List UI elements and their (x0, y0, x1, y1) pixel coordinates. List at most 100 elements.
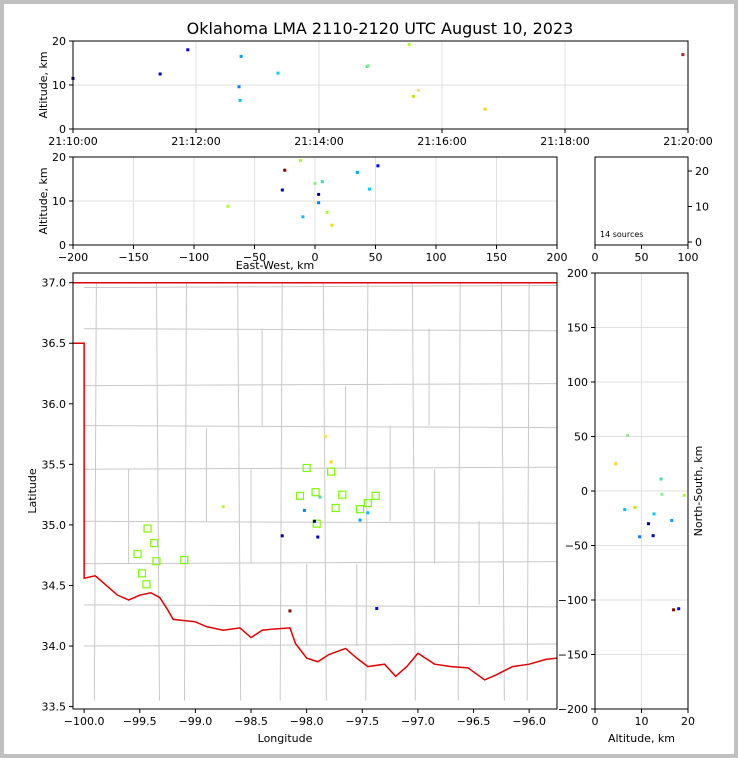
x-tick-label: 21:18:00 (540, 135, 589, 148)
figure-canvas: Oklahoma LMA 2110-2120 UTC August 10, 20… (4, 4, 734, 754)
source-point (325, 210, 329, 214)
source-count-label: 14 sources (600, 230, 643, 239)
lma-station-marker (133, 549, 142, 559)
source-point (633, 505, 637, 509)
y-tick-label: 34.0 (42, 640, 67, 653)
time-altitude-panel: 21:10:00 21:12:00 21:14:00 21:16:00 21:18:00… (37, 35, 713, 148)
county-boundary (237, 282, 242, 701)
lma-station-marker (371, 491, 380, 500)
county-boundary (84, 383, 557, 387)
y-tick-label: 150 (567, 322, 588, 335)
lma-station-marker (137, 569, 147, 578)
source-point (623, 508, 627, 512)
map-layer (73, 281, 557, 701)
y-tick-label: 100 (567, 376, 588, 389)
source-point (280, 188, 284, 192)
source-point (672, 608, 676, 612)
lma-station-marker (152, 557, 161, 566)
y-tick-label: 35.5 (42, 458, 67, 471)
source-point (226, 204, 230, 208)
source-point (330, 223, 334, 227)
figure-title: Oklahoma LMA 2110-2120 UTC August 10, 20… (187, 19, 574, 38)
y-tick-label: −200 (558, 703, 588, 716)
y-tick-label: 0 (59, 123, 66, 136)
ew-altitude-frame (72, 156, 558, 246)
county-boundary (84, 466, 557, 470)
x-tick-label: −99.5 (123, 715, 157, 728)
source-point (682, 493, 686, 497)
x-tick-label: −150 (118, 251, 148, 264)
y-axis-label: Altitude, km (37, 51, 50, 118)
lma-station-marker (142, 580, 151, 589)
source-point (659, 477, 663, 481)
source-point (329, 460, 333, 464)
y-tick-label: 0 (59, 239, 66, 252)
x-tick-label: 0 (592, 715, 599, 728)
source-point (276, 71, 280, 75)
y-tick-label: 10 (695, 201, 709, 214)
source-point (411, 94, 415, 98)
x-tick-label: 200 (547, 251, 568, 264)
source-point (416, 88, 420, 92)
source-point (660, 492, 664, 496)
y-tick-label: 36.5 (42, 337, 67, 350)
lma-station-marker (331, 503, 340, 513)
source-point (366, 64, 370, 68)
x-tick-label: 21:20:00 (663, 135, 712, 148)
lma-station-marker (302, 463, 311, 473)
source-point (313, 181, 317, 185)
x-axis-label: Altitude, km (608, 732, 675, 745)
x-axis-label: East-West, km (236, 259, 314, 272)
x-tick-label: −97.5 (345, 715, 379, 728)
county-boundary (93, 282, 97, 701)
x-tick-label: 21:16:00 (417, 135, 466, 148)
x-tick-label: 21:10:00 (48, 135, 97, 148)
y-tick-label: 20 (52, 35, 66, 48)
source-point (280, 534, 284, 538)
source-point (375, 606, 379, 610)
source-point (367, 187, 371, 191)
x-tick-label: −98.5 (234, 715, 268, 728)
x-tick-label: 50 (635, 251, 649, 264)
lma-station-marker (327, 467, 336, 476)
y-tick-label: 10 (52, 195, 66, 208)
x-tick-label: 21:12:00 (171, 135, 220, 148)
county-boundary (279, 282, 283, 701)
histogram-panel: 0 50 100 0 10 20 14 sources (592, 165, 710, 264)
x-tick-label: 0 (592, 251, 599, 264)
source-point (324, 435, 328, 438)
x-tick-label: −200 (58, 251, 88, 264)
county-boundary (155, 282, 160, 701)
lma-station-marker (311, 488, 320, 497)
county-boundary (183, 282, 187, 701)
county-boundary (84, 643, 557, 647)
x-tick-label: 100 (678, 251, 699, 264)
source-point (186, 48, 190, 52)
y-axis-label: Latitude (26, 468, 39, 514)
source-point (638, 535, 642, 539)
source-point (158, 72, 162, 76)
source-point (316, 535, 320, 539)
lma-station-marker (338, 490, 347, 499)
county-boundary (500, 282, 505, 701)
source-point (614, 462, 618, 466)
source-point (681, 53, 685, 57)
y-tick-label: 0 (695, 236, 702, 249)
source-point (358, 518, 362, 522)
source-point (318, 495, 322, 499)
x-tick-label: 20 (681, 715, 695, 728)
y-tick-label: 36.0 (42, 398, 67, 411)
x-axis-label: Longitude (258, 732, 313, 745)
x-tick-label: 100 (426, 251, 447, 264)
y-tick-label: 0 (581, 485, 588, 498)
source-point (366, 511, 370, 515)
county-boundary (322, 282, 327, 701)
y-axis-label: Altitude, km (37, 167, 50, 234)
county-boundary (84, 285, 557, 289)
y-tick-label: 33.5 (42, 701, 67, 714)
y-tick-label: 20 (695, 165, 709, 178)
source-point (301, 215, 305, 219)
source-point (238, 98, 242, 102)
source-point (312, 519, 316, 523)
x-tick-label: −96.5 (457, 715, 491, 728)
